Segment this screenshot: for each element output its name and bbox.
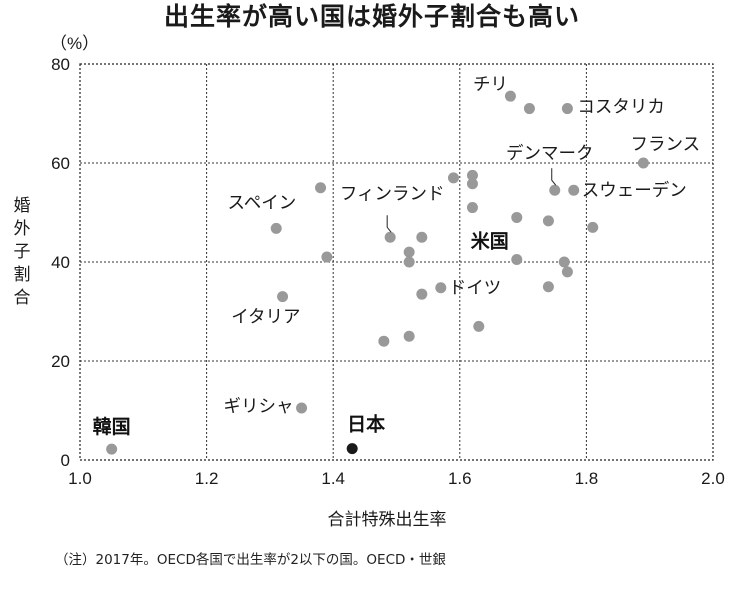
data-point bbox=[542, 281, 554, 293]
country-label: 韓国 bbox=[93, 415, 131, 438]
x-tick-label: 1.0 bbox=[68, 469, 92, 488]
data-point bbox=[315, 182, 327, 194]
data-point bbox=[277, 291, 289, 303]
data-point bbox=[416, 231, 428, 243]
x-tick-label: 1.2 bbox=[195, 469, 219, 488]
data-point bbox=[511, 211, 523, 223]
country-label: イタリア bbox=[231, 308, 300, 328]
data-point bbox=[542, 215, 554, 227]
data-point bbox=[466, 169, 478, 181]
data-point bbox=[296, 402, 308, 414]
country-label: 米国 bbox=[471, 230, 509, 253]
data-point bbox=[637, 157, 649, 169]
y-tick-label: 20 bbox=[51, 352, 70, 371]
data-point bbox=[466, 178, 478, 190]
y-tick-label: 60 bbox=[51, 154, 70, 173]
country-label: フランス bbox=[631, 135, 701, 155]
data-point bbox=[504, 90, 516, 102]
x-tick-label: 1.6 bbox=[448, 469, 472, 488]
country-label: 日本 bbox=[347, 413, 385, 436]
data-point bbox=[568, 184, 580, 196]
data-point bbox=[561, 103, 573, 115]
data-point bbox=[378, 335, 390, 347]
data-point bbox=[435, 282, 447, 294]
data-point bbox=[549, 184, 561, 196]
data-point bbox=[403, 256, 415, 268]
data-point bbox=[561, 266, 573, 278]
data-point bbox=[416, 288, 428, 300]
data-point bbox=[270, 222, 282, 234]
x-tick-label: 2.0 bbox=[701, 469, 725, 488]
y-tick-label: 0 bbox=[61, 451, 70, 470]
data-point bbox=[447, 172, 459, 184]
y-unit-label: （%） bbox=[50, 34, 99, 53]
country-label: コスタリカ bbox=[577, 98, 665, 118]
chart-title: 出生率が高い国は婚外子割合も高い bbox=[163, 2, 580, 31]
data-point bbox=[321, 251, 333, 263]
plot-frame bbox=[79, 63, 714, 461]
data-point bbox=[511, 254, 523, 266]
x-tick-label: 1.8 bbox=[575, 469, 599, 488]
country-label: ギリシャ bbox=[224, 397, 294, 417]
data-point bbox=[466, 202, 478, 214]
x-axis-label: 合計特殊出生率 bbox=[327, 510, 447, 530]
x-tick-label: 1.4 bbox=[321, 469, 345, 488]
data-point bbox=[403, 246, 415, 258]
country-label: スウェーデン bbox=[582, 180, 687, 201]
data-point bbox=[403, 330, 415, 342]
leader-line bbox=[551, 168, 557, 186]
data-point bbox=[384, 231, 396, 243]
data-point-highlight bbox=[346, 443, 358, 455]
country-label: ドイツ bbox=[449, 279, 502, 299]
grid bbox=[80, 64, 713, 460]
footnote: （注）2017年。OECD各国で出生率が2以下の国。OECD・世銀 bbox=[55, 552, 446, 568]
leader-line bbox=[386, 215, 392, 233]
country-label: チリ bbox=[473, 75, 508, 95]
data-point bbox=[558, 256, 570, 268]
data-point bbox=[106, 443, 118, 455]
data-point bbox=[473, 320, 485, 332]
data-point bbox=[587, 221, 599, 233]
y-tick-label: 80 bbox=[51, 55, 70, 74]
y-axis-label: 婚外子割合 bbox=[13, 196, 31, 308]
country-label: スペイン bbox=[227, 193, 296, 213]
country-label: デンマーク bbox=[506, 143, 594, 164]
y-tick-label: 40 bbox=[51, 253, 70, 272]
country-label: フィンランド bbox=[340, 184, 445, 204]
data-point bbox=[523, 103, 535, 115]
